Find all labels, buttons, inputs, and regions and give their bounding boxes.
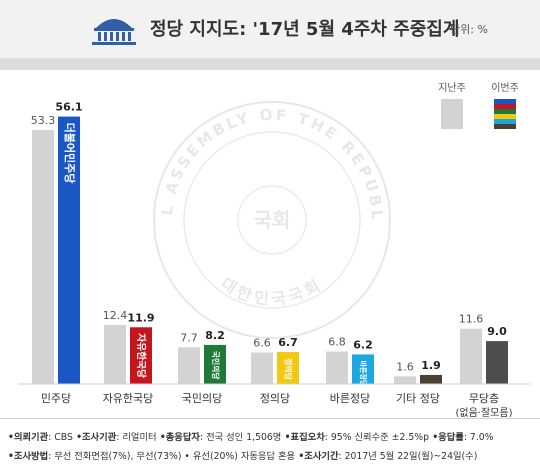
footer-value: : CBS bbox=[48, 432, 73, 443]
legend-previous-swatch bbox=[441, 99, 463, 129]
bar-previous bbox=[251, 352, 273, 384]
bar-party-logo: 바른정당 bbox=[359, 360, 368, 386]
footer-label: •표집오차 bbox=[281, 432, 325, 443]
bar-current bbox=[130, 327, 152, 384]
value-label-previous: 1.6 bbox=[396, 360, 414, 373]
value-label-previous: 6.8 bbox=[328, 336, 346, 349]
value-label-previous: 7.7 bbox=[180, 331, 198, 344]
bar-party-logo: 국민의당 bbox=[211, 351, 221, 380]
value-label-current: 6.7 bbox=[278, 336, 298, 349]
legend-current-label: 이번주 bbox=[491, 82, 519, 94]
footer-value: : 95% 신뢰수준 ±2.5%p bbox=[324, 432, 429, 443]
category-label: 정의당 bbox=[260, 392, 290, 405]
legend-current-swatch bbox=[494, 99, 516, 129]
legend-stripe bbox=[494, 109, 516, 114]
bar-party-logo: 자유한국당 bbox=[135, 333, 148, 378]
legend-stripe bbox=[494, 99, 516, 104]
bar-current bbox=[204, 344, 226, 384]
bar-chart: THE NATIONAL ASSEMBLY OF THE REPUBLIC OF… bbox=[0, 70, 530, 418]
value-label-current: 9.0 bbox=[487, 325, 507, 338]
legend-stripe bbox=[494, 124, 516, 129]
category-sublabel: (없음·잘모름) bbox=[456, 406, 513, 418]
footer-label: •응답률 bbox=[428, 432, 464, 443]
value-label-previous: 12.4 bbox=[103, 309, 128, 322]
bar-previous bbox=[460, 328, 482, 384]
footer-label: •총응답자 bbox=[156, 432, 200, 443]
value-label-previous: 11.6 bbox=[459, 313, 484, 326]
bar-previous bbox=[326, 351, 348, 384]
category-label: 무당층 bbox=[469, 392, 499, 405]
national-assembly-icon bbox=[92, 19, 136, 45]
bar-current bbox=[277, 352, 299, 384]
footer-line-1: •의뢰기관: CBS •조사기관: 리얼미터 •총응답자: 전국 성인 1,50… bbox=[8, 429, 494, 443]
legend-stripe bbox=[494, 114, 516, 119]
bar-previous bbox=[32, 129, 54, 384]
footer-value: : 무선 전화면접(7%), 무선(73%) • 유선(20%) 자동응답 혼용 bbox=[48, 451, 296, 462]
footer-label: •조사기간 bbox=[295, 451, 339, 462]
unit-label: 단위: % bbox=[450, 23, 488, 36]
legend: 지난주 이번주 bbox=[438, 82, 519, 129]
bar-current bbox=[58, 116, 80, 384]
bar-current bbox=[352, 354, 374, 384]
footer-label: •의뢰기관 bbox=[8, 432, 49, 443]
bar-previous bbox=[178, 347, 200, 384]
footer-value: : 7.0% bbox=[463, 432, 494, 443]
footer-value: : 2017년 5월 22일(월)~24일(수) bbox=[338, 451, 478, 462]
svg-text:THE NATIONAL ASSEMBLY OF THE R: THE NATIONAL ASSEMBLY OF THE REPUBLIC OF… bbox=[0, 70, 386, 223]
footer-value: : 전국 성인 1,506명 bbox=[199, 432, 282, 443]
bar-current bbox=[486, 341, 508, 384]
header-rule bbox=[0, 58, 540, 70]
footer-label: •조사방법 bbox=[8, 451, 49, 462]
footer-label: •조사기관 bbox=[72, 432, 117, 443]
value-label-current: 8.2 bbox=[205, 329, 225, 342]
value-label-previous: 53.3 bbox=[31, 114, 56, 127]
bar-previous bbox=[394, 376, 416, 384]
bar-party-logo: 정의당 bbox=[284, 358, 294, 381]
value-label-current: 6.2 bbox=[353, 338, 373, 351]
value-label-previous: 6.6 bbox=[253, 337, 271, 350]
category-label: 기타 정당 bbox=[396, 392, 440, 405]
value-label-current: 1.9 bbox=[421, 359, 441, 372]
category-label: 자유한국당 bbox=[103, 392, 154, 405]
legend-stripe bbox=[494, 119, 516, 124]
legend-previous-label: 지난주 bbox=[438, 82, 466, 94]
value-label-current: 56.1 bbox=[55, 101, 82, 114]
bar-current bbox=[420, 374, 442, 384]
category-label: 민주당 bbox=[41, 392, 71, 405]
bar-previous bbox=[104, 324, 126, 384]
category-label: 국민의당 bbox=[182, 392, 222, 405]
footer-line-2: •조사방법: 무선 전화면접(7%), 무선(73%) • 유선(20%) 자동… bbox=[8, 448, 477, 462]
chart-title: 정당 지지도: '17년 5월 4주차 주중집계 bbox=[150, 19, 460, 40]
value-label-current: 11.9 bbox=[127, 311, 154, 324]
footer-value: : 리얼미터 bbox=[116, 432, 157, 443]
legend-stripe bbox=[494, 104, 516, 109]
footer: •의뢰기관: CBS •조사기관: 리얼미터 •총응답자: 전국 성인 1,50… bbox=[0, 418, 540, 469]
svg-text:국회: 국회 bbox=[254, 208, 291, 232]
category-label: 바른정당 bbox=[330, 392, 370, 405]
bar-party-logo: 더불어민주당 bbox=[63, 123, 77, 184]
header-band bbox=[0, 0, 540, 58]
svg-text:대한민국국회: 대한민국국회 bbox=[217, 274, 326, 309]
